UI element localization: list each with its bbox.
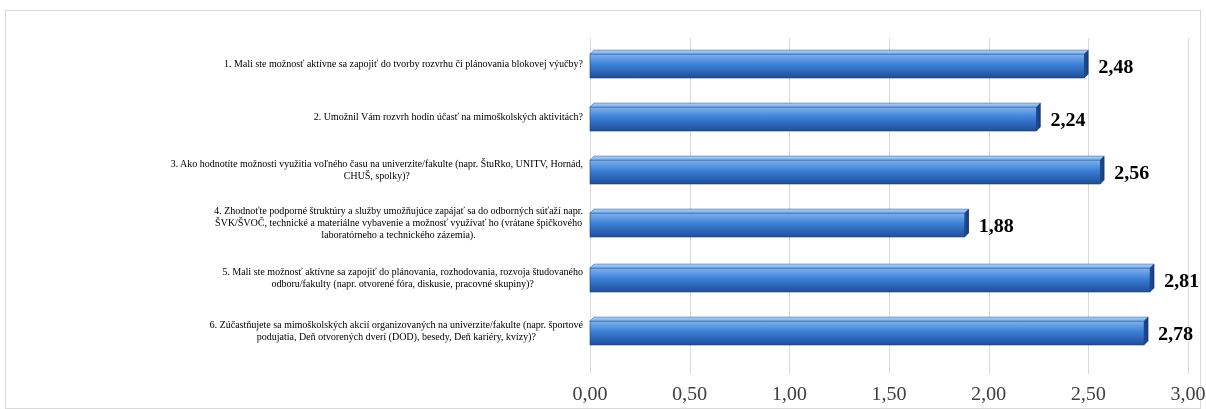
x-tick-label-0: 0,00 (573, 383, 608, 405)
bar-top-3 (589, 155, 1105, 161)
bar-front-2 (589, 106, 1037, 132)
value-label-1: 2,48 (1098, 56, 1133, 78)
bar-end-6 (1143, 316, 1149, 346)
value-label-3: 2,56 (1114, 162, 1149, 184)
value-label-4: 1,88 (979, 215, 1014, 237)
category-label-line: podujatia, Deň otvorených dverí (DOD), b… (256, 332, 536, 343)
value-label-2: 2,24 (1051, 109, 1086, 131)
category-label-line: 2. Umožnil Vám rozvrh hodín účasť na mim… (313, 112, 583, 123)
bar-end-5 (1149, 263, 1155, 293)
bar-4 (589, 208, 970, 238)
bar-top-1 (589, 49, 1089, 55)
bar-front-5 (589, 267, 1151, 293)
bar-end-4 (964, 208, 969, 238)
bar-6 (589, 316, 1149, 346)
bar-top-6 (589, 316, 1149, 322)
bar-end-2 (1036, 102, 1041, 132)
bar-front-4 (589, 212, 966, 238)
bar-front-6 (589, 320, 1145, 346)
category-label-line: 1. Mali ste možnosť aktívne sa zapojiť d… (223, 59, 583, 70)
category-label-4: 4. Zhodnoťte podporné štruktúry a služby… (214, 206, 583, 242)
category-label-line: 4. Zhodnoťte podporné štruktúry a služby… (214, 206, 583, 217)
bar-3 (589, 155, 1105, 185)
category-label-line: ŠVK/ŠVOČ, technické a materiálne vybaven… (215, 218, 583, 229)
x-tick-label-1: 0,50 (672, 383, 707, 405)
bar-5 (589, 263, 1155, 293)
bar-end-3 (1100, 155, 1105, 185)
category-label-2: 2. Umožnil Vám rozvrh hodín účasť na mim… (314, 112, 583, 124)
x-tick-label-5: 2,50 (1071, 383, 1106, 405)
category-label-line: 3. Ako hodnotíte možnosti využitia voľné… (170, 159, 583, 170)
bar-1 (589, 49, 1089, 79)
category-label-line: odboru/fakulty (napr. otvorené fóra, dis… (271, 279, 534, 290)
bar-top-5 (589, 263, 1155, 269)
value-label-5: 2,81 (1164, 270, 1199, 292)
x-tick-label-4: 2,00 (971, 383, 1006, 405)
bar-front-3 (589, 159, 1101, 185)
bar-top-4 (589, 208, 970, 214)
category-label-line: 6. Zúčastňujete sa mimoškolských akcií o… (209, 320, 583, 331)
bar-end-1 (1084, 49, 1089, 79)
x-tick-label-3: 1,50 (872, 383, 907, 405)
bar-front-1 (589, 53, 1085, 79)
x-tick-label-6: 3,00 (1171, 383, 1206, 405)
category-label-6: 6. Zúčastňujete sa mimoškolských akcií o… (210, 320, 583, 344)
category-label-line: laboratórneho a technického zázemia). (321, 230, 476, 241)
category-label-5: 5. Mali ste možnosť aktívne sa zapojiť d… (222, 267, 583, 291)
category-label-1: 1. Mali ste možnosť aktívne sa zapojiť d… (224, 59, 583, 71)
category-label-line: 5. Mali ste možnosť aktívne sa zapojiť d… (222, 267, 583, 278)
category-label-line: CHUŠ, spolky)? (343, 171, 410, 182)
bar-top-2 (589, 102, 1041, 108)
category-label-3: 3. Ako hodnotíte možnosti využitia voľné… (171, 159, 583, 183)
value-label-6: 2,78 (1158, 323, 1193, 345)
bar-2 (589, 102, 1041, 132)
x-tick-label-2: 1,00 (772, 383, 807, 405)
